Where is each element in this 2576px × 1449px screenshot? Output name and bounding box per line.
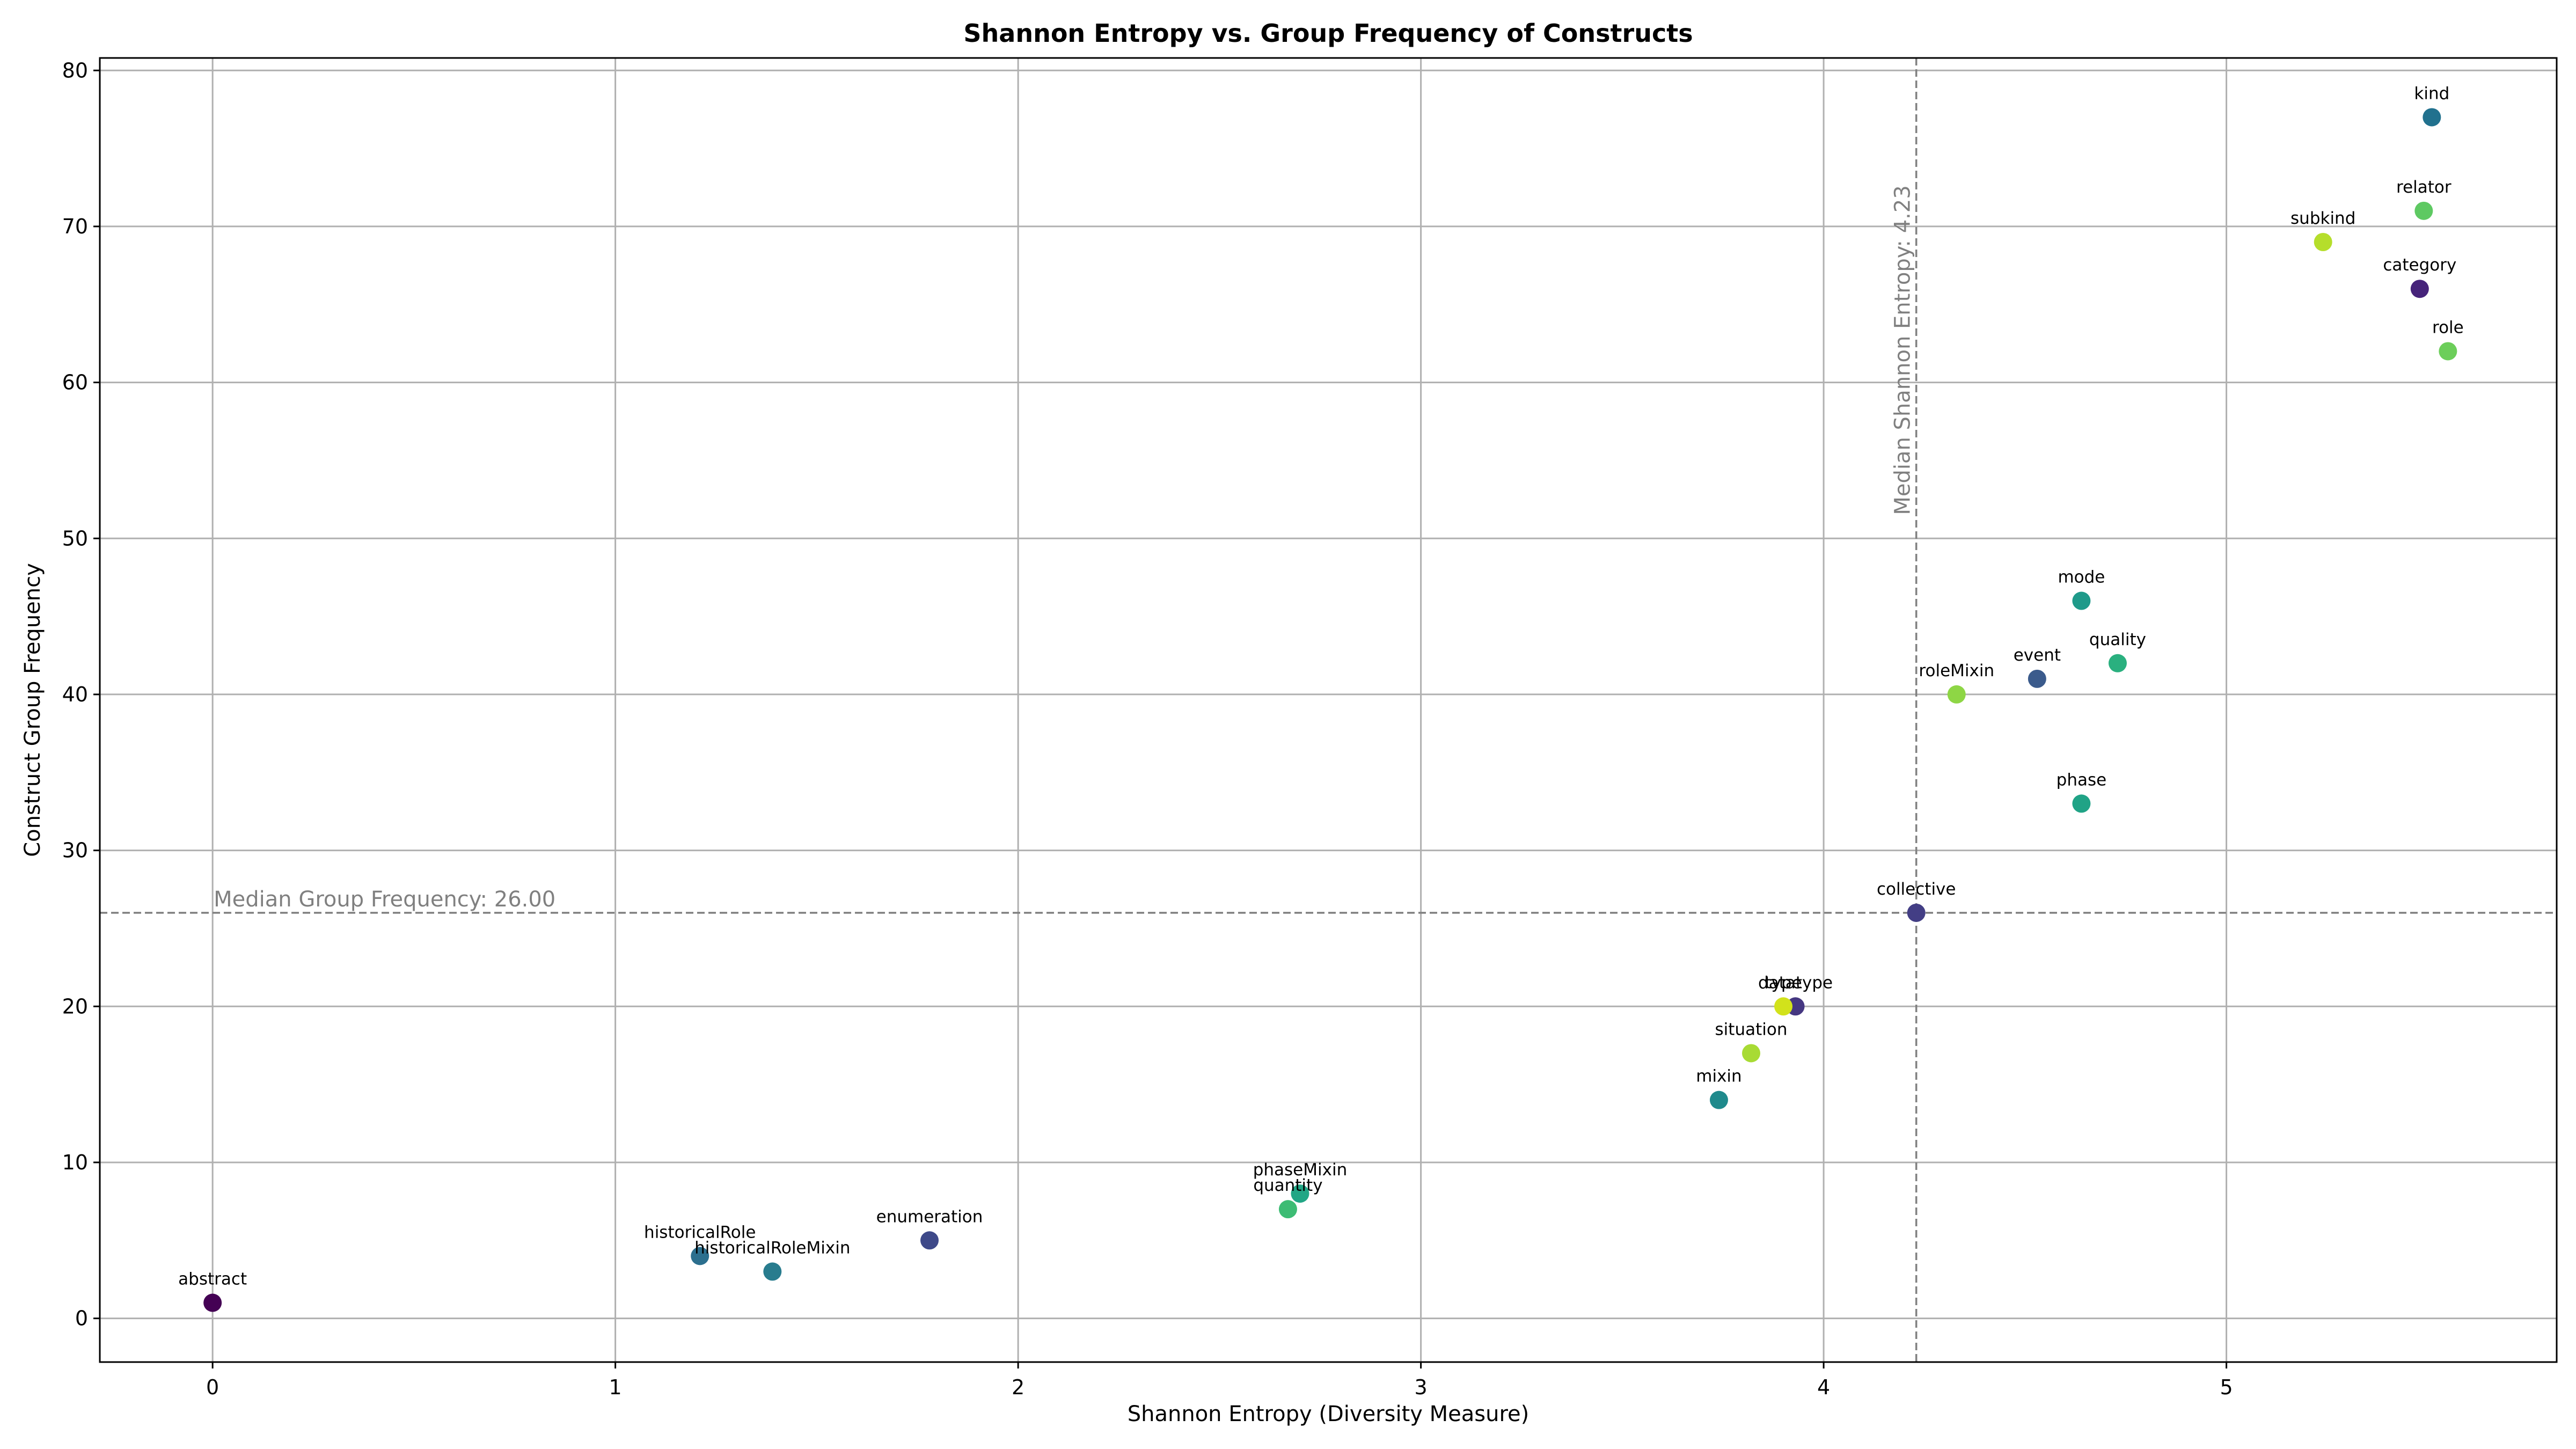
data-point xyxy=(1774,997,1793,1016)
data-point xyxy=(1947,685,1966,704)
grid xyxy=(100,58,2557,1362)
data-point xyxy=(203,1293,222,1312)
plot-frame xyxy=(99,57,2558,1363)
data-point xyxy=(2410,280,2429,298)
data-point xyxy=(1709,1091,1728,1109)
data-point xyxy=(2314,232,2332,251)
data-label: category xyxy=(2383,255,2456,275)
y-tick-label: 30 xyxy=(62,839,88,862)
y-tick-label: 20 xyxy=(62,994,88,1018)
y-axis-label: Construct Group Frequency xyxy=(20,563,45,857)
data-points xyxy=(203,108,2457,1312)
x-tick-label: 5 xyxy=(2220,1375,2233,1399)
y-tick-label: 0 xyxy=(75,1307,88,1330)
data-label: event xyxy=(2014,646,2061,665)
data-label: situation xyxy=(1715,1020,1788,1039)
data-label: roleMixin xyxy=(1919,661,1994,680)
x-axis-label: Shannon Entropy (Diversity Measure) xyxy=(1128,1402,1529,1426)
y-tick-label: 80 xyxy=(62,58,88,82)
data-label: phase xyxy=(2057,770,2107,789)
x-tick-label: 3 xyxy=(1415,1375,1428,1399)
data-point xyxy=(2072,591,2091,610)
x-tick-label: 0 xyxy=(206,1375,219,1399)
median-lines: Median Shannon Entropy: 4.23 Median Group… xyxy=(100,58,2557,1362)
data-point xyxy=(1291,1184,1309,1203)
data-point xyxy=(2028,669,2046,688)
data-point xyxy=(2072,794,2091,813)
data-point xyxy=(1907,903,1926,922)
data-label: datatype xyxy=(1758,973,1833,992)
data-label: phaseMixin xyxy=(1253,1160,1348,1180)
data-label: historicalRoleMixin xyxy=(694,1238,850,1257)
data-label: type xyxy=(1765,973,1802,992)
data-point xyxy=(2414,201,2433,220)
y-tick-label: 60 xyxy=(62,371,88,394)
data-point xyxy=(1742,1044,1761,1063)
data-label: relator xyxy=(2396,178,2451,197)
data-label: mixin xyxy=(1696,1067,1741,1086)
data-label: kind xyxy=(2414,84,2449,103)
data-point xyxy=(1278,1200,1297,1219)
y-tick-label: 70 xyxy=(62,215,88,238)
median-entropy-label: Median Shannon Entropy: 4.23 xyxy=(1891,185,1915,515)
median-frequency-label: Median Group Frequency: 26.00 xyxy=(214,887,555,912)
y-tick-label: 40 xyxy=(62,683,88,706)
point-labels: kind relator subkind category role mode qualit… xyxy=(178,84,2464,1289)
data-point xyxy=(2423,108,2441,127)
data-point xyxy=(920,1231,939,1250)
x-tick-label: 4 xyxy=(1817,1375,1830,1399)
data-label: subkind xyxy=(2290,209,2355,228)
data-point xyxy=(2439,342,2457,361)
x-tick-label: 1 xyxy=(609,1375,622,1399)
data-label: mode xyxy=(2058,568,2105,587)
y-tick-label: 50 xyxy=(62,526,88,550)
data-label: enumeration xyxy=(876,1207,983,1226)
data-point xyxy=(763,1262,782,1281)
data-point xyxy=(2108,654,2127,672)
data-label: quality xyxy=(2089,630,2146,649)
data-label: abstract xyxy=(178,1270,247,1289)
chart-title: Shannon Entropy vs. Group Frequency of C… xyxy=(963,19,1693,48)
data-point xyxy=(691,1247,709,1265)
x-tick-label: 2 xyxy=(1012,1375,1024,1399)
y-tick-label: 10 xyxy=(62,1151,88,1174)
data-label: historicalRole xyxy=(644,1223,756,1242)
data-label: quantity xyxy=(1253,1176,1322,1195)
data-label: role xyxy=(2432,318,2464,337)
data-label: collective xyxy=(1877,880,1956,899)
